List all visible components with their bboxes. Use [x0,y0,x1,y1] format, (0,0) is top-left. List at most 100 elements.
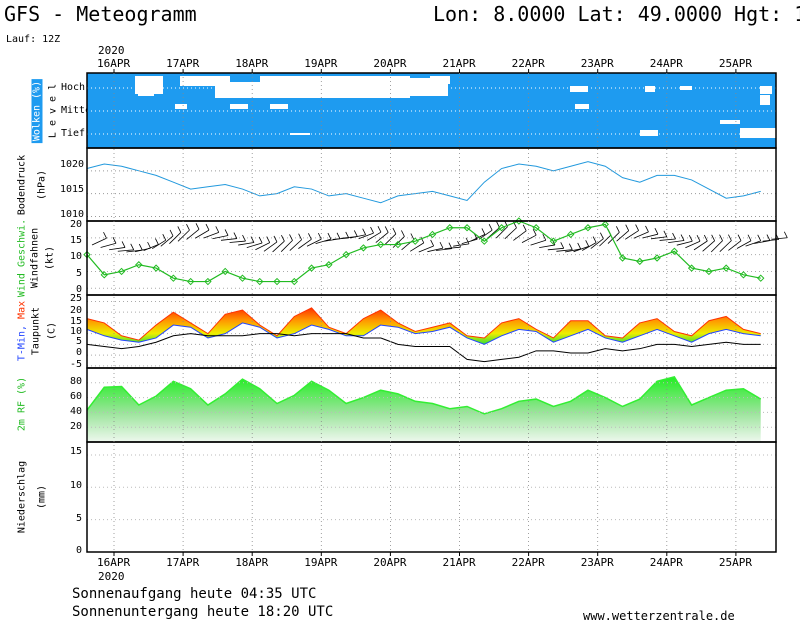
wind-barb [504,227,517,240]
wind-barb [607,231,620,244]
wind-speed-line [86,220,761,283]
wind-tick: 5 [75,268,82,279]
wind-barb-flag [568,243,573,250]
temp-tick: 15 [69,316,82,327]
humidity-tick: 60 [69,391,82,402]
wind-speed-marker [446,224,454,232]
wind-barb-flag [616,226,620,233]
clear-sky-gap [325,76,360,88]
cloud-level-label: Hoch [61,82,86,93]
wind-barb [212,235,229,240]
date-label-bottom: 19APR [304,556,338,569]
wind-barb [470,234,486,242]
wind-speed-marker [757,274,765,282]
temp-tick: 10 [69,326,82,337]
date-label-bottom: 25APR [718,556,753,569]
wind-barb [349,234,366,239]
clear-sky-gap [570,86,588,92]
wind-barb [409,242,425,252]
wind-speed-marker [256,277,264,286]
wind-barb [117,249,134,252]
wind-barb [453,243,470,247]
clear-sky-gap [230,104,248,109]
chart-title: GFS - Meteogramm [4,2,197,26]
temp-tick: -5 [69,359,82,370]
wind-barb [745,240,761,247]
wind-speed-marker [238,274,247,282]
pressure-tick: 1010 [60,209,85,220]
wind-barb [710,240,723,253]
clear-sky-gap [410,84,445,96]
clear-sky-gap [760,86,772,94]
date-label-top: 19APR [304,57,338,70]
wind-speed-marker [359,244,368,252]
wind-barb-flag [317,232,322,240]
date-label-top: 20APR [373,57,407,70]
date-label-top: 18APR [235,57,269,70]
wind-barb [685,240,701,249]
wind-tick: 15 [69,235,82,246]
tmin-line [86,322,761,345]
wind-speed-marker [169,274,178,282]
wind-barb [633,231,649,239]
date-label-bottom: 16APR [97,556,131,569]
wind-speed-marker [653,254,661,262]
wind-speed-marker [290,277,299,286]
wind-barb [289,239,302,251]
wind-speed-marker [463,224,471,232]
date-label-top: 25APR [718,57,753,70]
wind-barb [573,245,589,253]
wind-barb-flag [205,223,210,231]
wind-barb [100,242,117,248]
wind-barb [495,226,508,239]
wind-barb-flag [696,235,701,242]
wind-barb [599,234,612,247]
wind-speed-marker [566,230,575,239]
humidity-area [87,376,761,442]
wind-barb-flag [430,239,434,247]
wind-barb [461,238,478,244]
wind-barb-flag [353,230,358,237]
pressure-line [86,161,761,204]
wind-tick: 20 [69,219,82,230]
wind-barb [728,240,742,251]
wind-barb-flag [542,234,547,241]
wind-barb [194,229,210,239]
website-link[interactable]: www.wetterzentrale.de [583,609,735,623]
temp-tick: 0 [75,347,82,358]
wind-barb-flag [420,236,425,244]
wind-barb [771,237,788,240]
wind-speed-marker [670,247,679,255]
wind-barb-flag [112,237,117,244]
wind-barb-flag [384,226,389,233]
pressure-panel [86,161,776,217]
temp-tick: 25 [69,293,82,304]
wind-speed-marker [739,271,748,279]
wind-barb-flag [266,236,271,243]
precipitation-panel [87,454,776,521]
wind-barb-flag [680,234,685,241]
clear-sky-gap [740,128,776,138]
wind-speed-marker [152,264,160,272]
wind-barb [186,228,200,240]
wind-speed-marker [273,277,281,286]
wind-speed-marker [376,240,385,249]
wind-barb-flag [401,230,405,237]
date-label-top: 21APR [442,57,476,70]
humidity-tick: 20 [69,421,82,432]
wind-speed-marker [584,224,592,232]
date-label-bottom: 24APR [649,556,683,569]
year-top: 2020 [98,44,125,57]
wind-barb-flag [635,224,639,231]
date-label-bottom: 21APR [442,556,476,569]
wind-speed-marker [532,224,540,232]
clear-sky-gap [270,104,288,109]
wind-speed-marker [687,264,696,272]
wind-barb-flag [273,235,278,243]
clear-sky-gap [680,86,692,90]
wind-barb-flag [496,221,500,228]
clear-sky-gap [430,76,450,84]
wind-barb-flag [258,236,263,244]
wind-barb [539,244,556,249]
wind-barb-flag [370,226,374,234]
